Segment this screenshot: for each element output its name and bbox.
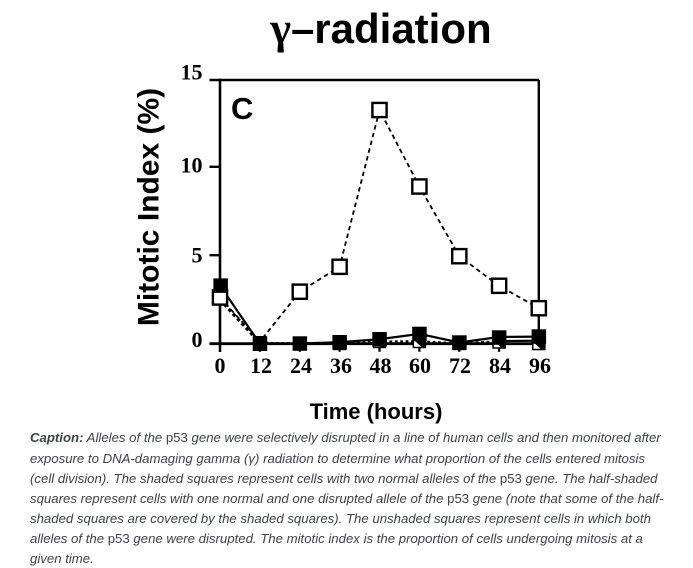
- svg-text:24: 24: [290, 353, 312, 378]
- svg-text:0: 0: [192, 327, 203, 352]
- svg-text:96: 96: [529, 353, 551, 378]
- svg-text:72: 72: [449, 353, 471, 378]
- svg-text:C: C: [231, 91, 253, 126]
- svg-text:0: 0: [215, 353, 226, 378]
- svg-text:36: 36: [330, 353, 352, 378]
- svg-text:γ–radiation: γ–radiation: [269, 4, 491, 53]
- svg-text:Mitotic Index (%): Mitotic Index (%): [133, 88, 166, 326]
- svg-text:5: 5: [192, 243, 203, 268]
- svg-text:84: 84: [489, 353, 511, 378]
- svg-text:12: 12: [250, 353, 272, 378]
- svg-text:15: 15: [181, 60, 203, 85]
- svg-text:10: 10: [181, 153, 203, 178]
- svg-text:60: 60: [409, 353, 431, 378]
- svg-text:Time (hours): Time (hours): [310, 399, 443, 424]
- svg-text:48: 48: [370, 353, 392, 378]
